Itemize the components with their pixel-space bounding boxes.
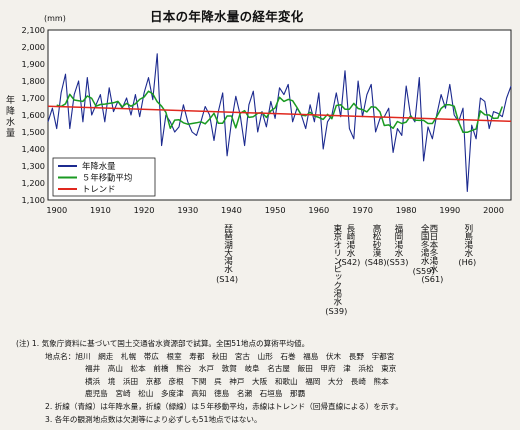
x-tick-label: 1990 [439,205,460,215]
note-line: 地点名：旭川 網走 札幌 帯広 根室 寿都 秋田 宮古 山形 石巻 福島 伏木 … [45,351,395,361]
series-line-3 [47,105,512,123]
event-era: (S59) [412,265,435,276]
note-line: 3. 各年の観測地点数は欠測等により必ずしも51地点ではない。 [45,414,262,424]
y-tick-label: 1,700 [22,93,45,103]
event-label: 東京オリンピック渇水 [331,224,342,305]
y-tick-label: 1,900 [22,59,45,69]
y-tick-label: 1,600 [22,110,45,120]
event-label: 高松砂漠 [371,224,382,257]
event-era: (S42) [338,257,361,268]
y-tick-label: 1,500 [22,127,45,137]
series-lines [47,53,512,193]
y-tick-label: 2,000 [22,42,45,52]
event-era: (S53) [386,257,409,268]
note-line: 鹿児島 宮崎 松山 多度津 高知 徳島 名瀬 石垣島 那覇 [85,389,306,399]
event-label: 琵琶湖大渇水 [222,224,233,273]
event-label: 全国冬渇水 [419,224,430,265]
x-tick-label: 1930 [177,205,198,215]
note-line: 横浜 境 浜田 京都 彦根 下関 呉 神戸 大阪 和歌山 福岡 大分 長崎 熊本 [85,376,389,386]
legend-label: 年降水量 [82,161,116,171]
y-tick-label: 1,100 [22,195,45,205]
x-tick-label: 1970 [352,205,373,215]
notes: (注) 1. 気象庁資料に基づいて国土交通省水資源部で試算。全国51地点の算術平… [16,338,516,426]
event-label: 西日本冬渇水 [427,224,438,273]
legend-label: トレンド [82,184,116,194]
note-line: (注) 1. 気象庁資料に基づいて国土交通省水資源部で試算。全国51地点の算術平… [16,339,310,348]
x-tick-label: 1910 [90,205,111,215]
y-tick-label: 2,100 [22,25,45,35]
x-tick-label: 1960 [308,205,329,215]
series-line-1 [47,53,512,193]
chart: 1,100 1,200 1,300 1,400 1,500 1,600 1,700 1,800… [22,25,512,215]
note-line: 2. 折線（青線）は年降水量，折線（緑線）は５年移動平均，赤線はトレンド（回帰直… [45,401,403,411]
series-line-2 [56,90,504,134]
y-axis-label: 年降水量 [5,96,15,139]
event-label: 長崎渇水 [344,224,355,257]
legend-label: ５年移動平均 [82,173,132,183]
y-tick-label: 1,300 [22,161,45,171]
y-axis-unit: (mm) [44,14,66,23]
x-tick-label: 1920 [134,205,155,215]
x-tick-label: 1940 [221,205,242,215]
x-tick-label: 1900 [46,205,67,215]
event-label: 福岡渇水 [392,224,403,257]
x-tick-label: 1980 [396,205,417,215]
event-era: (S48) [364,257,387,268]
x-tick-label: 1950 [265,205,286,215]
event-label: 列島渇水 [462,224,473,257]
event-era: (H6) [458,257,477,268]
y-tick-label: 1,400 [22,144,45,154]
event-era: (S39) [325,306,348,316]
x-tick-label: 2000 [483,205,504,215]
note-line: 福井 高山 松本 前橋 熊谷 水戸 敦賀 岐阜 名古屋 飯田 甲府 津 浜松 東… [85,364,397,374]
y-tick-label: 1,800 [22,76,45,86]
event-era: (S61) [421,273,444,284]
event-era: (S14) [216,273,239,284]
y-tick-label: 1,200 [22,178,45,188]
chart-title: 日本の年降水量の経年変化 [150,9,304,24]
